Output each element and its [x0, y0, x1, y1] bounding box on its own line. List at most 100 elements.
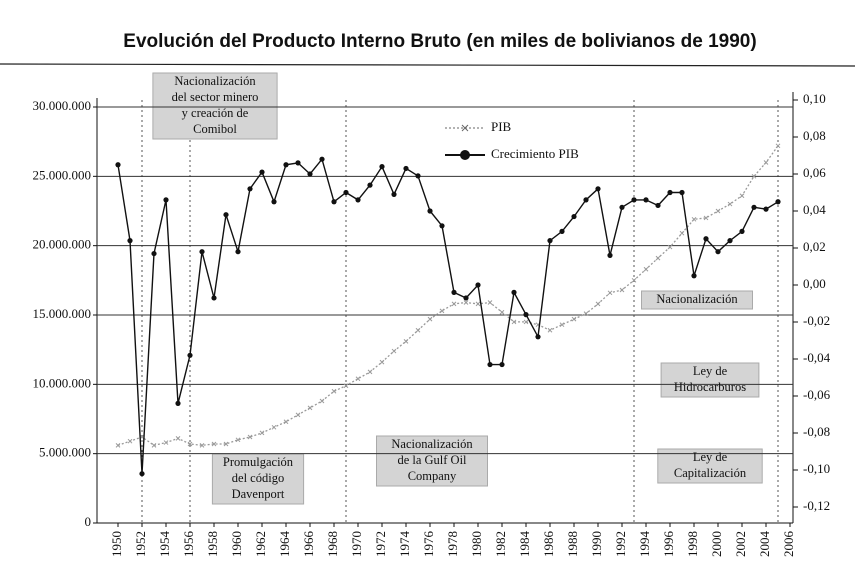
growth-marker — [451, 289, 457, 295]
legend-marker — [460, 150, 470, 160]
x-tick-label: 1992 — [613, 531, 628, 557]
pib-marker — [271, 424, 277, 430]
x-tick-label: 2002 — [733, 531, 748, 557]
growth-marker — [607, 252, 613, 258]
pib-marker — [247, 434, 253, 440]
y2-tick-label: -0,02 — [803, 313, 830, 328]
y-tick-label: 0 — [85, 514, 92, 529]
pib-marker — [703, 215, 709, 221]
annotation-text: Nacionalización — [174, 74, 256, 88]
growth-marker — [523, 312, 529, 318]
pib-marker — [763, 160, 769, 165]
growth-marker — [595, 186, 601, 192]
growth-marker — [583, 197, 589, 203]
growth-marker — [379, 164, 385, 170]
annotation-text: Ley de — [693, 450, 728, 464]
x-tick-label: 1966 — [301, 531, 316, 558]
pib-marker — [727, 201, 733, 207]
growth-marker — [511, 289, 517, 295]
pib-marker — [487, 300, 493, 305]
growth-marker — [715, 249, 721, 255]
pib-marker — [127, 438, 133, 444]
x-tick-label: 1988 — [565, 531, 580, 557]
pib-marker — [163, 440, 169, 445]
x-tick-label: 1982 — [493, 531, 508, 557]
title-rule — [0, 63, 855, 67]
growth-marker — [727, 238, 733, 244]
legend-marker — [461, 124, 469, 132]
pib-marker — [511, 319, 517, 325]
pib-marker — [523, 319, 529, 325]
pib-marker — [463, 300, 469, 305]
pib-marker — [307, 405, 313, 411]
growth-marker — [751, 204, 757, 210]
x-tick-label: 1978 — [445, 531, 460, 557]
legend-label: Crecimiento PIB — [491, 146, 579, 161]
growth-marker — [535, 334, 541, 340]
pib-marker — [115, 442, 121, 448]
y2-tick-label: 0,00 — [803, 276, 826, 291]
annotation-boxes — [152, 72, 763, 505]
growth-marker — [151, 250, 157, 257]
y2-tick-label: 0,10 — [803, 91, 826, 106]
growth-marker — [295, 160, 301, 166]
pib-marker — [547, 327, 553, 333]
growth-marker — [427, 208, 433, 214]
x-tick-label: 2000 — [709, 531, 724, 557]
x-tick-label: 1962 — [253, 531, 268, 557]
annotation-text: Ley de — [693, 364, 728, 378]
growth-marker — [187, 352, 193, 358]
chart-title: Evolución del Producto Interno Bruto (en… — [123, 31, 756, 52]
pib-marker — [151, 442, 157, 448]
growth-marker — [211, 295, 217, 301]
growth-marker — [463, 295, 469, 301]
x-tick-label: 1994 — [637, 531, 652, 558]
annotation-text: y creación de — [182, 106, 249, 120]
pib-marker — [415, 327, 421, 333]
x-tick-label: 2006 — [781, 531, 796, 558]
pib-marker — [739, 193, 745, 199]
pib-marker — [283, 419, 289, 425]
pib-marker — [175, 436, 181, 441]
x-tick-label: 1980 — [469, 531, 484, 557]
x-tick-label: 1974 — [397, 531, 412, 558]
y2-tick-label: -0,06 — [803, 387, 831, 402]
growth-marker — [739, 228, 745, 234]
growth-marker — [703, 236, 709, 242]
pib-marker — [343, 383, 349, 389]
x-tick-label: 1998 — [685, 531, 700, 557]
pib-marker — [235, 437, 241, 443]
x-tick-label: 1956 — [181, 531, 196, 558]
annotation-box — [641, 290, 753, 310]
pib-marker — [667, 244, 673, 250]
growth-marker — [691, 273, 697, 279]
growth-marker — [571, 213, 577, 220]
annotation-text: Davenport — [232, 487, 285, 501]
annotation-box — [211, 453, 305, 505]
growth-marker — [667, 189, 673, 196]
y2-tick-label: 0,08 — [803, 128, 826, 143]
pib-marker — [631, 277, 637, 283]
pib-marker — [619, 287, 625, 293]
pib-marker — [595, 301, 601, 307]
annotation-text: Comibol — [193, 122, 237, 136]
pib-marker — [715, 208, 721, 214]
pib-marker — [775, 143, 781, 149]
pib-marker — [559, 322, 565, 328]
annotation-text: Nacionalización — [391, 437, 473, 451]
annotation-text: de la Gulf Oil — [397, 453, 467, 467]
pib-marker — [451, 301, 457, 307]
pib-marker — [295, 412, 301, 418]
x-tick-label: 1950 — [109, 531, 124, 557]
growth-marker — [355, 197, 361, 203]
pib-marker — [427, 316, 433, 322]
growth-marker — [391, 191, 397, 197]
growth-marker — [619, 204, 625, 210]
growth-marker — [367, 182, 373, 188]
pib-marker — [499, 309, 505, 315]
growth-marker — [115, 162, 121, 168]
x-tick-label: 1960 — [229, 531, 244, 557]
growth-marker — [139, 471, 145, 477]
growth-marker — [763, 206, 769, 212]
growth-marker — [775, 199, 781, 205]
